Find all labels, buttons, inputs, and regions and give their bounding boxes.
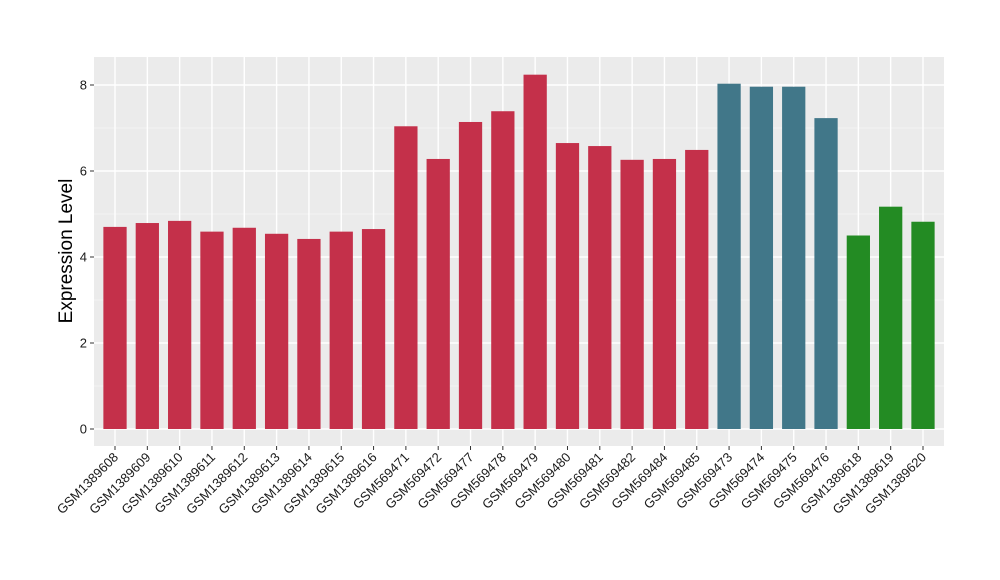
bar-GSM1389616	[361, 229, 386, 429]
bar-GSM569472	[426, 158, 450, 429]
y-axis: 0 2 4 6 8	[80, 78, 94, 437]
bar-GSM569471	[394, 126, 418, 429]
bar-GSM1389620	[911, 221, 935, 429]
bar-GSM1389608	[103, 226, 127, 429]
y-tick-label: 8	[80, 78, 87, 93]
bar-GSM1389610	[168, 220, 192, 429]
bar-GSM569478	[491, 111, 515, 429]
bar-GSM1389609	[135, 223, 159, 429]
bar-GSM569481	[588, 146, 612, 429]
bar-GSM569477	[458, 121, 483, 429]
bar-GSM569480	[555, 143, 580, 430]
bar-GSM1389611	[200, 231, 224, 429]
y-tick-label: 4	[80, 250, 87, 265]
bar-GSM1389614	[297, 238, 321, 429]
bar-GSM569473	[717, 83, 741, 430]
bar-GSM1389615	[329, 231, 353, 429]
x-axis: GSM1389608GSM1389609GSM1389610GSM1389611…	[54, 446, 929, 517]
y-tick-label: 0	[80, 422, 87, 437]
bar-GSM1389619	[879, 206, 903, 429]
bar-GSM569479	[523, 74, 547, 430]
bar-GSM569484	[652, 158, 677, 429]
bar-GSM569476	[814, 118, 838, 430]
bars	[103, 74, 935, 430]
y-tick-label: 2	[80, 336, 87, 351]
bar-GSM569482	[620, 159, 644, 429]
bar-GSM569485	[685, 149, 709, 429]
bar-GSM1389618	[846, 235, 870, 429]
bar-GSM569474	[749, 86, 774, 429]
bar-GSM1389613	[264, 233, 289, 429]
bar-GSM1389612	[232, 227, 256, 429]
y-axis-title: Expression Level	[56, 179, 77, 324]
bar-GSM569475	[782, 86, 806, 429]
y-tick-label: 6	[80, 164, 87, 179]
